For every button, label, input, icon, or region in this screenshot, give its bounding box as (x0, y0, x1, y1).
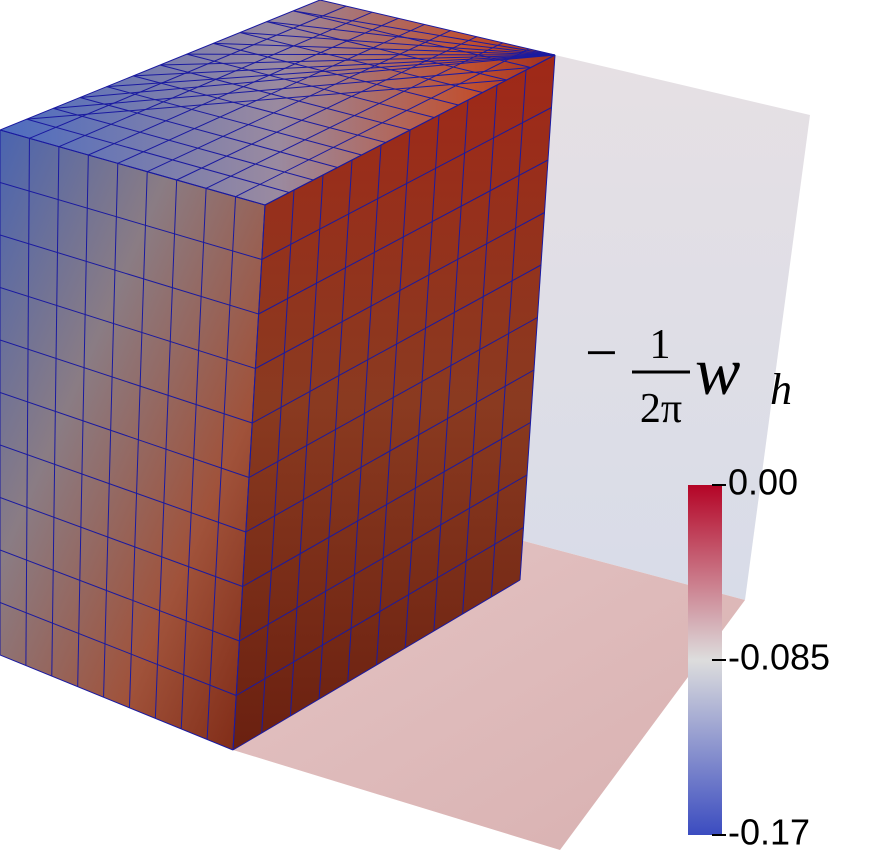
mesh-line (255, 212, 545, 369)
mesh-line (235, 48, 530, 198)
mesh-line (232, 579, 521, 751)
mesh-line (235, 527, 524, 696)
mesh-line (0, 129, 266, 206)
mesh-line (88, 17, 399, 156)
mesh-line (239, 474, 528, 642)
tick-label: 0.00 (728, 462, 798, 503)
mesh-line (248, 317, 538, 478)
mesh-line (0, 602, 237, 696)
mesh-line (205, 42, 503, 189)
floor (233, 540, 745, 850)
mesh-line (0, 287, 256, 369)
mesh-line (176, 36, 477, 181)
side-face (233, 55, 555, 750)
mesh-line (293, 10, 556, 56)
transparent-wall (520, 55, 810, 600)
mesh-line (0, 549, 240, 642)
mesh (0, 0, 556, 751)
mesh-line (239, 32, 483, 93)
title-subscript: h (770, 365, 792, 414)
mesh-line (0, 497, 243, 587)
mesh-line (159, 64, 411, 131)
title-numerator: 1 (650, 322, 671, 368)
mesh-line (0, 339, 253, 424)
mesh-line (258, 159, 549, 315)
tick-label: -0.085 (728, 637, 830, 678)
mesh-line (0, 392, 250, 478)
tick-label: -0.17 (728, 812, 810, 853)
title-denominator: 2π (640, 386, 682, 432)
mesh-line (79, 54, 556, 98)
mesh-line (186, 53, 435, 118)
mesh-line (53, 107, 314, 181)
mesh-line (29, 5, 347, 139)
mesh-line (133, 75, 386, 143)
title-sign: − (585, 320, 618, 385)
mesh-line (251, 264, 542, 424)
mesh-line (261, 107, 552, 260)
mesh-line (239, 32, 556, 56)
title-symbol: w (695, 333, 740, 409)
mesh-line (106, 54, 556, 88)
mesh-line (266, 21, 507, 81)
mesh-line (266, 21, 556, 56)
mesh-line (147, 30, 451, 173)
front-face (0, 130, 265, 750)
mesh-line (213, 42, 556, 56)
mesh-line (242, 422, 531, 587)
mesh-line (0, 182, 262, 260)
mesh-line (133, 54, 556, 77)
mesh-line (26, 79, 507, 120)
mesh-line (26, 118, 290, 193)
mesh-line (245, 369, 535, 533)
mesh-line (0, 444, 246, 533)
mesh-line (319, 0, 556, 56)
mesh-line (186, 53, 556, 56)
mesh-line (53, 67, 531, 109)
mesh-line (159, 54, 556, 66)
mesh-line (0, 654, 234, 751)
mesh-line (106, 86, 362, 156)
mesh-line (79, 97, 338, 168)
mesh-line (0, 234, 259, 315)
mesh-line (117, 23, 425, 164)
